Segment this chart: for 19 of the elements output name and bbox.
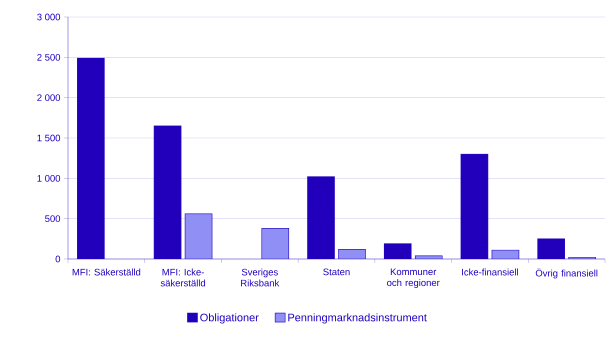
y-tick-label: 2 500: [37, 54, 60, 61]
bar: [262, 228, 289, 259]
x-tick-label: MFI: Icke-säkerställd: [160, 268, 206, 286]
y-tick-label: 2 000: [37, 94, 60, 102]
legend-label: Penningmarknadsinstrument: [288, 313, 427, 324]
bar: [338, 249, 366, 259]
y-tick-label: 0: [56, 256, 60, 262]
legend-label: Obligationer: [200, 313, 259, 324]
x-tick-label: Sveriges Riksbank: [241, 268, 280, 286]
x-tick-label: Övrig finansiell: [536, 268, 598, 278]
x-tick-label: Kommuner och regioner: [387, 268, 440, 288]
y-tick-label: 3 000: [37, 14, 60, 20]
x-tick-label: MFI: Säkerställd: [72, 268, 140, 276]
y-tick-label: 1 500: [38, 134, 60, 142]
y-tick-label: 500: [45, 215, 60, 222]
bar: [185, 214, 212, 259]
y-tick-label: 1 000: [38, 174, 60, 182]
x-tick-label: Icke-finansiell: [462, 268, 518, 276]
x-tick-label: Staten: [323, 268, 350, 276]
